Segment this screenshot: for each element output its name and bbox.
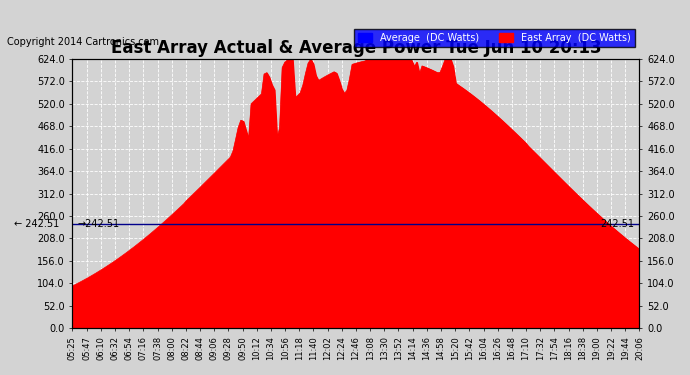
- Text: 242.51: 242.51: [600, 219, 634, 229]
- Text: Copyright 2014 Cartronics.com: Copyright 2014 Cartronics.com: [7, 37, 159, 47]
- Legend: Average  (DC Watts), East Array  (DC Watts): Average (DC Watts), East Array (DC Watts…: [354, 29, 635, 46]
- Title: East Array Actual & Average Power Tue Jun 10 20:13: East Array Actual & Average Power Tue Ju…: [110, 39, 601, 57]
- Text: ← 242.51: ← 242.51: [14, 219, 59, 229]
- Text: →242.51: →242.51: [78, 219, 120, 229]
